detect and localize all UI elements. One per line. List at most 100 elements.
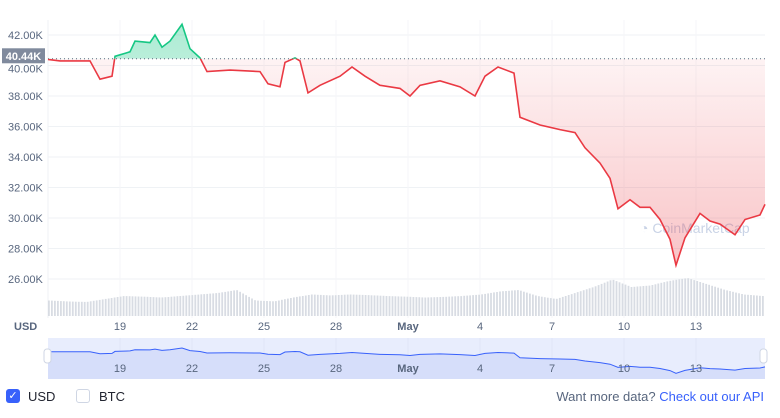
volume-bar (478, 294, 480, 316)
volume-bar (301, 296, 304, 316)
volume-bar (379, 295, 382, 316)
y-tick-label: 34.00K (8, 152, 44, 164)
volume-bar (254, 300, 256, 316)
volume-bar (475, 294, 477, 316)
volume-bar (532, 294, 534, 316)
navigator-right-handle[interactable] (759, 348, 768, 364)
volume-bar (621, 283, 624, 316)
y-tick-label: 42.00K (8, 30, 44, 42)
volume-bar (80, 301, 83, 316)
volume-bar (197, 294, 200, 316)
volume-bar (182, 295, 185, 316)
volume-bar (762, 296, 764, 316)
volume-bar (666, 281, 669, 316)
usd-checkbox[interactable]: ✓ (6, 389, 20, 403)
volume-bar (54, 300, 56, 316)
volume-bar (421, 297, 424, 316)
volume-bar (185, 295, 188, 316)
volume-bar (397, 296, 400, 316)
volume-bar (514, 290, 516, 316)
volume-bar (325, 295, 328, 316)
volume-bar (158, 297, 161, 316)
volume-bar (624, 284, 627, 316)
volume-bar (257, 300, 259, 316)
volume-bar (579, 291, 582, 316)
volume-bar (741, 294, 743, 316)
volume-bar (672, 280, 675, 316)
volume-bar (505, 291, 507, 316)
x-tick-label: 13 (690, 321, 702, 333)
volume-bar (502, 291, 504, 316)
navigator-tick-label: May (397, 363, 419, 375)
volume-bar (669, 280, 672, 316)
x-tick-label: 7 (549, 321, 555, 333)
usd-label: USD (28, 389, 56, 404)
volume-bar (490, 292, 492, 316)
volume-bar (603, 282, 606, 316)
volume-bar (451, 296, 454, 316)
api-prompt: Want more data? (556, 389, 656, 404)
volume-bar (403, 296, 406, 316)
volume-bar (723, 289, 725, 316)
volume-bar (430, 297, 433, 316)
volume-bar (609, 280, 612, 316)
x-axis-labels: 19 22 25 28 May 4 7 10 13 (114, 321, 702, 333)
volume-bar (206, 293, 209, 316)
volume-bar (173, 296, 176, 316)
volume-bar (101, 299, 104, 316)
volume-bar (155, 297, 158, 316)
navigator-line (47, 347, 766, 374)
volume-bar (86, 301, 89, 316)
volume-bar (131, 296, 134, 316)
volume-bar (248, 296, 250, 316)
volume-bar (191, 295, 194, 316)
volume-bar (681, 278, 684, 316)
volume-bar (520, 290, 522, 316)
volume-bar (134, 296, 137, 316)
volume-bar (457, 296, 460, 316)
volume-bar (588, 288, 591, 316)
volume-bar (188, 295, 191, 316)
volume-bar (735, 292, 737, 316)
volume-bar (558, 297, 561, 316)
volume-bar (394, 296, 397, 316)
volume-bar (170, 296, 173, 316)
volume-bar (651, 285, 654, 316)
volume-bar (113, 297, 116, 316)
volume-bar (83, 301, 86, 316)
volume-bar (493, 292, 495, 316)
volume-bar (328, 295, 331, 316)
navigator-tick-label: 25 (258, 363, 270, 375)
volume-bar (349, 294, 352, 316)
btc-checkbox[interactable] (76, 389, 90, 403)
navigator[interactable]: 19 22 25 28 May 4 7 10 13 (43, 338, 768, 379)
volume-bar (143, 296, 146, 316)
volume-bar (116, 297, 119, 316)
volume-bar (535, 295, 537, 316)
volume-bar (639, 286, 642, 316)
volume-bar (298, 296, 301, 316)
volume-bar (266, 301, 268, 316)
volume-bar (529, 293, 531, 316)
volume-bar (164, 297, 167, 316)
volume-bar (355, 294, 358, 316)
volume-bar (540, 296, 543, 316)
volume-bar (176, 296, 179, 316)
volume-bar (708, 284, 710, 316)
volume-bar (245, 295, 247, 316)
volume-bar (654, 284, 657, 316)
volume-bar (364, 295, 367, 316)
volume-bar (484, 293, 486, 316)
navigator-left-handle[interactable] (43, 348, 52, 364)
volume-bar (146, 296, 149, 316)
volume-bar (717, 287, 719, 316)
api-link[interactable]: Check out our API (659, 389, 764, 404)
volume-bar (594, 286, 597, 316)
navigator-tick-label: 7 (549, 363, 555, 375)
price-chart[interactable]: 42.00K 40.00K 38.00K 36.00K 34.00K 32.00K 30.0… (0, 0, 780, 386)
volume-bar (678, 279, 681, 316)
volume-bar (472, 295, 474, 316)
volume-bar (729, 291, 731, 316)
volume-bar (747, 294, 749, 316)
baseline-label: 40.44K (6, 51, 42, 63)
